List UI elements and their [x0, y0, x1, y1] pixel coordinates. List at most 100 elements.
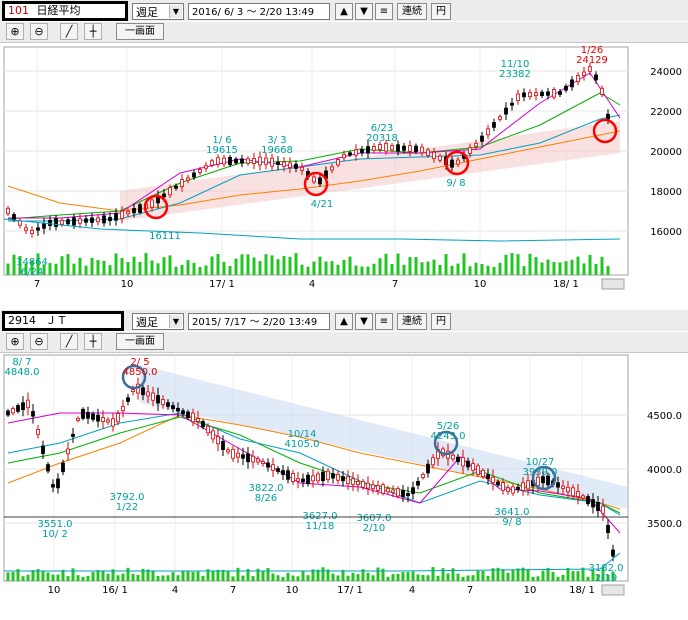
volume-bar [540, 262, 544, 275]
crosshair-icon[interactable]: ┼ [84, 23, 102, 40]
x-tick-label: 4 [409, 585, 415, 596]
panel2-link-button[interactable]: 連続 [397, 313, 427, 330]
panel2-period-select[interactable]: 週足 ▼ [132, 313, 184, 330]
highlight-circle [592, 118, 618, 144]
volume-bar [156, 263, 160, 275]
candle [180, 179, 184, 187]
candle [381, 484, 385, 494]
annotation-label: 2/19 [595, 573, 617, 584]
volume-bar [436, 575, 440, 581]
panel2-up-button[interactable]: ▲ [335, 313, 353, 330]
volume-bar [191, 571, 195, 581]
panel1-toolbar: 101 日経平均 週足 ▼ 2016/ 6/ 3 〜 2/20 13:49 ▲ … [0, 0, 688, 21]
x-tick-label: 17/ 1 [209, 279, 235, 290]
candle [228, 156, 232, 166]
candle [384, 143, 388, 152]
candle [396, 488, 400, 497]
candle [312, 176, 316, 183]
triangle-down-icon: ▼ [360, 316, 368, 327]
candle [161, 398, 165, 405]
volume-bar [114, 253, 118, 275]
crosshair-icon[interactable]: ┼ [84, 333, 102, 350]
candle [401, 489, 405, 498]
candle [71, 433, 75, 437]
candle [331, 473, 335, 479]
annotation-label: 3607.0 [357, 513, 392, 524]
panel2-down-button[interactable]: ▼ [355, 313, 373, 330]
candle [576, 75, 580, 83]
volume-bar [90, 257, 94, 275]
x-tick-label: 4 [309, 279, 315, 290]
volume-bar [504, 254, 508, 275]
panel1-up-button[interactable]: ▲ [335, 3, 353, 20]
x-tick-label: 7 [392, 279, 398, 290]
annotation-label: 4/21 [311, 199, 333, 210]
candle [216, 157, 220, 165]
x-tick-label: 7 [34, 279, 40, 290]
trendline-icon[interactable]: ╱ [60, 23, 78, 40]
volume-bar [534, 257, 538, 275]
annotation-label: 10/14 [288, 429, 317, 440]
panel2-menu-button[interactable]: ≡ [375, 313, 393, 330]
volume-bar [576, 256, 580, 275]
panel1-period-select[interactable]: 週足 ▼ [132, 3, 184, 20]
panel2-period: 週足 [136, 316, 158, 329]
panel2-chart[interactable]: 4500.0 4000.0 3500.0 10 16/ 1 4 7 10 17/ 1 4 7 10 18… [0, 353, 688, 620]
candle [354, 149, 358, 156]
volume-bar [300, 264, 304, 275]
chevron-down-icon: ▼ [169, 315, 182, 328]
panel1-down-button[interactable]: ▼ [355, 3, 373, 20]
x-tick-label: 4 [172, 585, 178, 596]
panel2-yen-label: 円 [436, 316, 446, 327]
volume-bar [486, 265, 490, 275]
candle [270, 157, 274, 167]
panel1-code-input[interactable]: 101 日経平均 [2, 1, 128, 21]
candle [372, 146, 376, 151]
volume-bar [72, 263, 76, 275]
volume-bar [570, 259, 574, 275]
annotation-label: 9/ 8 [446, 178, 465, 189]
zoom-out-icon[interactable]: ⊖ [30, 333, 48, 350]
candle [450, 159, 454, 168]
annotation-label: 14864 [16, 257, 48, 268]
volume-bar [606, 266, 610, 275]
volume-bar [180, 264, 184, 275]
panel2-yen-button[interactable]: 円 [431, 313, 451, 330]
candle [571, 487, 575, 497]
candle [181, 410, 185, 415]
zoom-in-icon[interactable]: ⊕ [6, 333, 24, 350]
candle [56, 478, 60, 489]
volume-bar [162, 257, 166, 275]
candle [41, 445, 45, 454]
annotation-label: 16111 [149, 231, 181, 242]
panel1-link-button[interactable]: 連続 [397, 3, 427, 20]
panel1-yen-button[interactable]: 円 [431, 3, 451, 20]
panel2-one-screen-button[interactable]: 一画面 [116, 333, 164, 350]
candle [501, 482, 505, 491]
volume-bar [361, 569, 365, 581]
volume-bar [56, 574, 60, 581]
volume-bar [431, 567, 435, 581]
panel2-code-input[interactable]: 2914 ＪＴ [2, 311, 124, 331]
zoom-in-icon[interactable]: ⊕ [6, 23, 24, 40]
annotation-label: 4105.0 [285, 439, 320, 450]
candle [60, 219, 64, 225]
panel1-menu-button[interactable]: ≡ [375, 3, 393, 20]
volume-bar [381, 568, 385, 581]
panel1-one-screen-button[interactable]: 一画面 [116, 23, 164, 40]
annotation-label: 11/10 [501, 59, 530, 70]
volume-bar [48, 263, 52, 275]
candle [336, 159, 340, 166]
candle [316, 473, 320, 482]
candle [606, 525, 610, 533]
zoom-out-icon[interactable]: ⊖ [30, 23, 48, 40]
volume-bar [588, 254, 592, 275]
trendline-icon[interactable]: ╱ [60, 333, 78, 350]
volume-bar [576, 571, 580, 581]
panel1-chart[interactable]: 24000 22000 20000 18000 16000 7 10 17/ 1 4 7 10 18/… [0, 43, 688, 309]
candle [286, 470, 290, 480]
volume-bar [316, 569, 320, 581]
candle [591, 499, 595, 508]
candle [132, 208, 136, 214]
volume-bar [206, 569, 210, 581]
